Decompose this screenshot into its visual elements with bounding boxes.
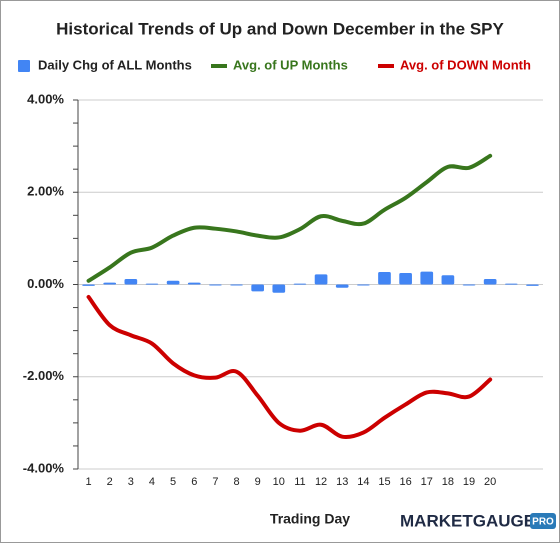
x-tick-label: 14 xyxy=(357,476,369,488)
legend-label: Avg. of UP Months xyxy=(233,57,348,72)
x-axis-label: Trading Day xyxy=(270,511,350,527)
x-tick-label: 7 xyxy=(212,476,218,488)
x-tick-label: 17 xyxy=(421,476,433,488)
x-tick-label: 8 xyxy=(233,476,239,488)
bar xyxy=(314,274,328,285)
y-tick-label: 4.00% xyxy=(27,91,64,106)
line xyxy=(86,153,493,283)
bar xyxy=(357,284,370,286)
bar xyxy=(420,271,434,285)
bar xyxy=(251,284,264,292)
bar xyxy=(504,283,518,285)
bar xyxy=(378,272,391,285)
bar xyxy=(335,284,349,288)
y-tick-label: 2.00% xyxy=(27,184,64,199)
bar xyxy=(230,284,243,286)
y-tick-label: -4.00% xyxy=(23,460,65,475)
logo: MARKETGAUGE xyxy=(400,511,535,530)
logo-badge: PRO xyxy=(532,517,554,528)
logo-badge-bg xyxy=(530,513,556,529)
x-tick-label: 16 xyxy=(399,476,411,488)
chart-title: Historical Trends of Up and Down Decembe… xyxy=(56,19,504,38)
bar xyxy=(82,284,95,286)
x-tick-label: 19 xyxy=(463,476,475,488)
x-tick-label: 18 xyxy=(442,476,454,488)
line xyxy=(86,294,493,440)
x-tick-label: 1 xyxy=(86,476,92,488)
x-tick-label: 3 xyxy=(128,476,134,488)
legend-swatch xyxy=(18,60,30,72)
bar xyxy=(166,280,180,285)
x-tick-label: 12 xyxy=(315,476,327,488)
bar xyxy=(399,272,412,285)
bar xyxy=(483,278,497,285)
legend-label: Avg. of DOWN Month xyxy=(400,57,531,72)
x-tick-label: 11 xyxy=(294,476,305,488)
x-tick-label: 15 xyxy=(378,476,390,488)
x-tick-label: 13 xyxy=(336,476,348,488)
bar xyxy=(462,284,476,286)
y-tick-label: 0.00% xyxy=(27,276,64,291)
bar xyxy=(145,283,159,285)
legend-label: Daily Chg of ALL Months xyxy=(38,57,192,72)
bar xyxy=(103,282,117,285)
bar xyxy=(441,275,455,285)
bar xyxy=(526,284,539,286)
bar xyxy=(293,283,307,285)
bar xyxy=(124,278,138,285)
x-tick-label: 9 xyxy=(255,476,261,488)
x-tick-label: 6 xyxy=(191,476,197,488)
bar xyxy=(187,282,201,285)
x-tick-label: 10 xyxy=(273,476,285,488)
bar xyxy=(272,284,286,293)
x-tick-label: 4 xyxy=(149,476,155,488)
x-tick-label: 2 xyxy=(107,476,113,488)
bar xyxy=(209,284,222,286)
x-tick-label: 5 xyxy=(170,476,176,488)
x-tick-label: 20 xyxy=(484,476,496,488)
y-tick-label: -2.00% xyxy=(23,368,65,383)
